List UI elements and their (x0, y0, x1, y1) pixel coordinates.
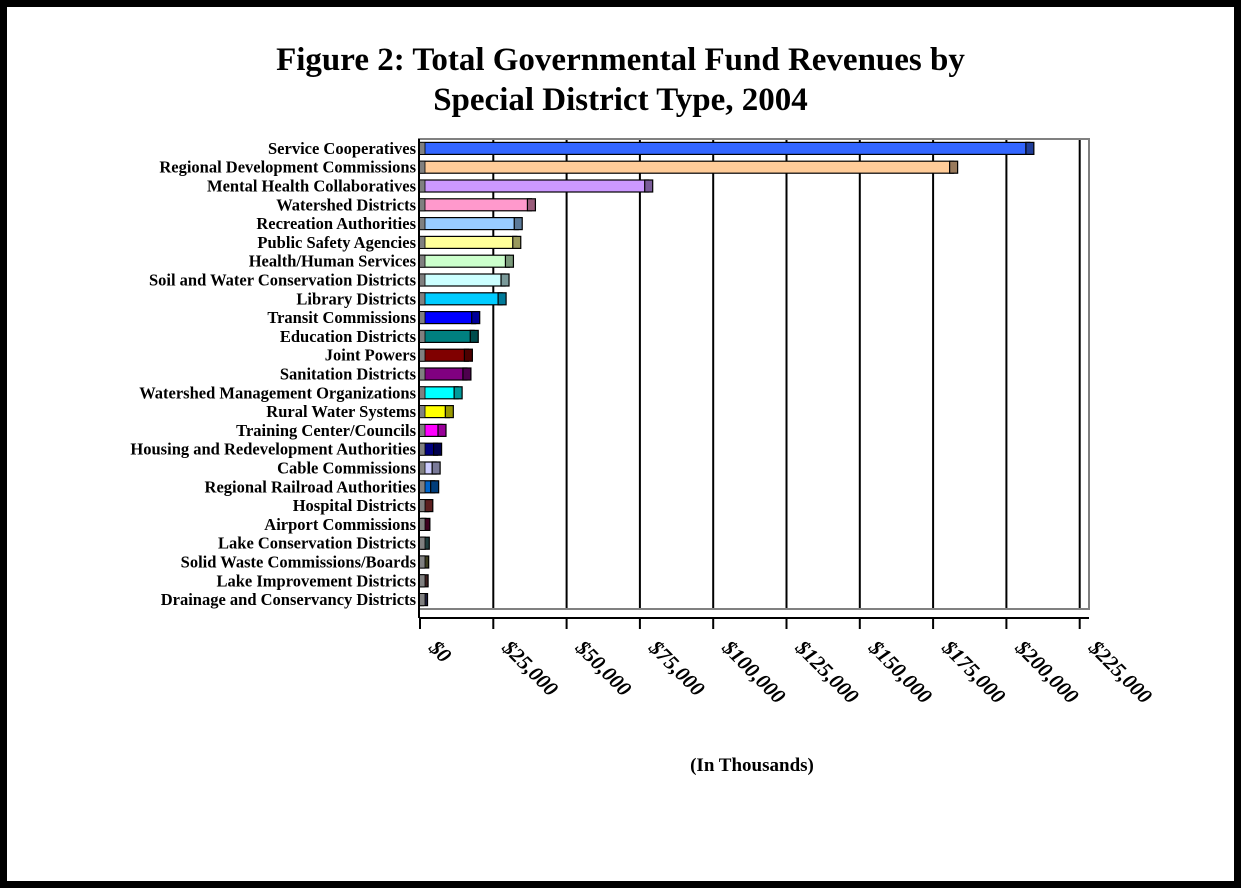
category-label: Training Center/Councils (236, 421, 416, 440)
category-label: Solid Waste Commissions/Boards (181, 553, 417, 572)
x-tick-label: $225,000 (1083, 635, 1157, 709)
chart-title: Figure 2: Total Governmental Fund Revenu… (0, 40, 1241, 120)
category-label: Health/Human Services (249, 252, 417, 271)
axes-group (418, 138, 1090, 629)
bar-end-cap (432, 442, 443, 456)
bar-end-cap (526, 198, 537, 212)
category-label: Housing and Redevelopment Authorities (130, 440, 416, 459)
bar (419, 160, 955, 174)
bar-end-cap (504, 254, 515, 268)
bar-end-cap (424, 499, 434, 513)
x-tick-label: $75,000 (644, 635, 710, 701)
category-label: Recreation Authorities (256, 214, 416, 233)
grid-lines (492, 139, 1081, 609)
bar-end-cap (444, 405, 454, 419)
category-label: Regional Development Commissions (159, 158, 416, 177)
category-label: Rural Water Systems (266, 402, 416, 421)
bar (419, 273, 506, 287)
bar-end-cap (437, 423, 447, 437)
x-tick-label: $50,000 (570, 635, 636, 701)
category-label: Drainage and Conservancy Districts (161, 590, 417, 609)
bar-end-cap (500, 273, 510, 287)
category-label: Service Cooperatives (268, 139, 417, 158)
bar (419, 141, 1031, 155)
x-tick-label: $0 (424, 635, 457, 668)
category-label: Transit Commissions (267, 308, 416, 327)
bar-end-cap (644, 179, 654, 193)
x-tick-label: $25,000 (497, 635, 563, 701)
bar-end-cap (453, 386, 463, 400)
bar (419, 198, 533, 212)
category-label: Airport Commissions (264, 515, 416, 534)
bar-end-cap (462, 367, 472, 381)
bar (419, 292, 503, 306)
category-label: Soil and Water Conservation Districts (149, 271, 417, 290)
bar (419, 235, 518, 249)
bar-end-cap (513, 217, 523, 231)
bar (419, 329, 475, 343)
x-tick-label: $175,000 (937, 635, 1011, 709)
chart-title-line-1: Figure 2: Total Governmental Fund Revenu… (276, 42, 965, 78)
category-label: Hospital Districts (293, 496, 417, 515)
category-label: Lake Improvement Districts (217, 571, 417, 590)
bar (419, 254, 511, 268)
category-label: Joint Powers (325, 346, 417, 365)
bar (419, 386, 459, 400)
bars-group (418, 141, 1035, 607)
bar-end-cap (949, 160, 959, 174)
x-tick-label: $150,000 (864, 635, 938, 709)
bar-end-cap (1025, 141, 1035, 155)
bar (419, 367, 468, 381)
bar-end-cap (512, 235, 522, 249)
bar (419, 311, 477, 325)
bar-end-cap (463, 348, 473, 362)
tick-labels: $0 $25,000 $50,000 $75,000 $100,000 $125,000 $… (424, 635, 1157, 709)
x-axis-label: (In Thousands) (690, 755, 814, 776)
bar-end-cap (471, 311, 481, 325)
x-tick-label: $200,000 (1010, 635, 1084, 709)
bar-end-cap (497, 292, 507, 306)
bar-end-cap (469, 329, 479, 343)
category-label: Mental Health Collaboratives (207, 177, 417, 196)
category-label: Lake Conservation Districts (218, 534, 417, 553)
category-label: Watershed Districts (276, 195, 416, 214)
x-tick-label: $125,000 (790, 635, 864, 709)
bar (419, 179, 650, 193)
category-label: Sanitation Districts (280, 365, 417, 384)
bar-end-cap (430, 480, 440, 494)
category-label: Public Safety Agencies (257, 233, 416, 252)
bar (419, 217, 519, 231)
x-tick-label: $100,000 (717, 635, 791, 709)
chart-title-line-2: Special District Type, 2004 (433, 82, 808, 118)
bar (419, 348, 469, 362)
category-label: Cable Commissions (277, 459, 416, 478)
category-label: Library Districts (296, 289, 416, 308)
category-label: Education Districts (280, 327, 417, 346)
bar-end-cap (431, 461, 441, 475)
category-label: Watershed Management Organizations (139, 383, 416, 402)
category-label: Regional Railroad Authorities (205, 477, 417, 496)
